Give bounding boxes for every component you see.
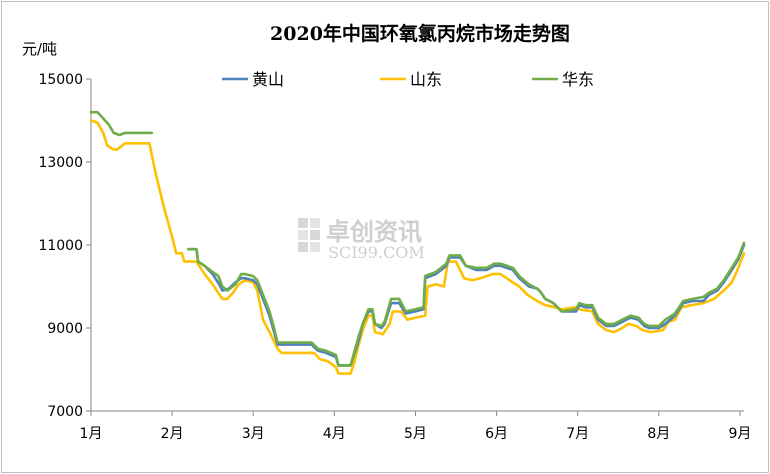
watermark-text-en: SCI99.COM <box>328 243 425 262</box>
watermark-logo-block <box>310 242 320 252</box>
legend: 黄山 山东 华东 <box>222 70 594 89</box>
x-tick-label: 3月 <box>242 426 265 442</box>
watermark: 卓创资讯 SCI99.COM <box>298 218 425 262</box>
x-tick-label: 7月 <box>566 426 589 442</box>
series-line-华东 <box>89 110 154 137</box>
series-line-黄山 <box>187 243 746 367</box>
y-axis-unit: 元/吨 <box>22 40 57 58</box>
watermark-logo-block <box>310 218 320 228</box>
axes: 7000 9000 11000 13000 15000 1月 2月 3月 4月 5月 6月 7月 8月 9… <box>38 72 751 442</box>
x-tick-label: 6月 <box>485 426 508 442</box>
watermark-text-cn: 卓创资讯 <box>326 218 422 246</box>
watermark-logo-block <box>298 242 308 252</box>
legend-label-黄山: 黄山 <box>252 70 284 89</box>
legend-label-山东: 山东 <box>410 70 442 89</box>
x-tick-label: 2月 <box>161 426 184 442</box>
y-tick-label: 13000 <box>38 155 83 171</box>
watermark-logo-block <box>298 230 308 240</box>
series-line-华东 <box>187 241 746 367</box>
series-line-山东 <box>89 119 746 375</box>
series-lines <box>89 110 746 375</box>
y-tick-label: 9000 <box>47 321 83 337</box>
y-tick-label: 11000 <box>38 238 83 254</box>
x-tick-label: 4月 <box>323 426 346 442</box>
y-tick-label: 7000 <box>47 404 83 420</box>
x-tick-label: 8月 <box>647 426 670 442</box>
x-tick-label: 9月 <box>728 426 751 442</box>
watermark-logo-block <box>310 230 320 240</box>
legend-label-华东: 华东 <box>562 70 594 89</box>
watermark-logo-block <box>298 218 308 228</box>
x-tick-label: 1月 <box>80 426 103 442</box>
x-tick-label: 5月 <box>404 426 427 442</box>
chart-title: 2020年中国环氧氯丙烷市场走势图 <box>270 22 570 45</box>
y-tick-label: 15000 <box>38 72 83 88</box>
